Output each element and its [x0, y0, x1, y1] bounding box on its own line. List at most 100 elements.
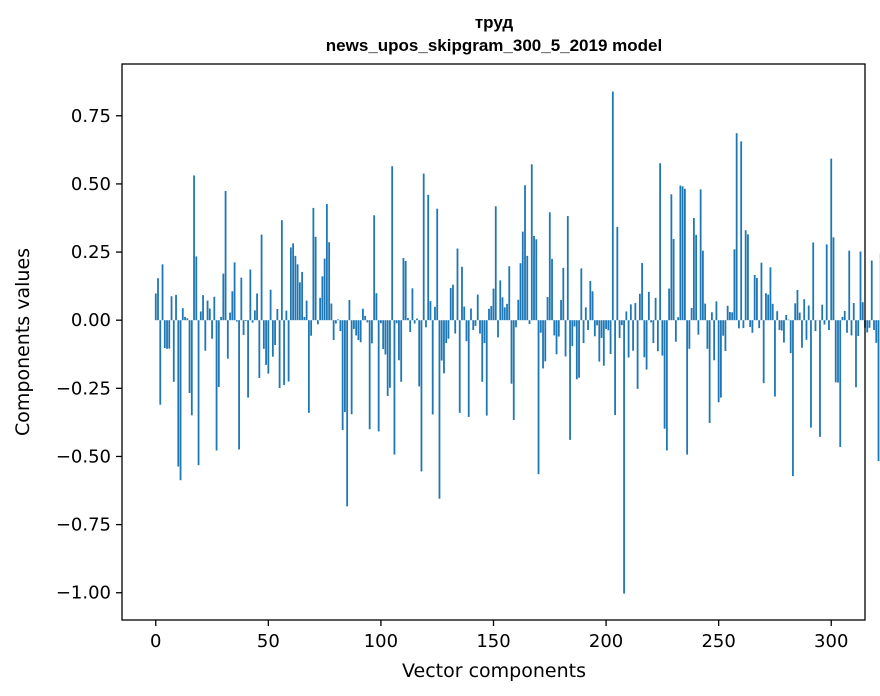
bar: [391, 166, 394, 321]
bar: [688, 320, 691, 349]
bar: [665, 320, 668, 451]
bar: [494, 206, 497, 321]
bar: [805, 320, 808, 340]
bar: [753, 274, 756, 321]
bar: [722, 320, 725, 336]
bar: [506, 303, 508, 321]
bar: [458, 320, 461, 413]
bar: [242, 320, 245, 335]
bar: [650, 320, 653, 323]
bar: [711, 312, 713, 321]
bar: [767, 294, 770, 321]
bar: [249, 269, 252, 321]
bar: [769, 267, 772, 321]
bar: [533, 235, 535, 321]
bar: [305, 300, 308, 321]
bar: [679, 185, 682, 321]
bar: [638, 293, 641, 321]
bar: [222, 273, 225, 321]
bar: [803, 299, 806, 321]
bar: [751, 320, 754, 333]
bar: [175, 294, 177, 321]
bar: [776, 311, 779, 321]
plot-frame: [121, 63, 866, 621]
bar: [251, 320, 254, 323]
bar: [618, 320, 621, 338]
y-tick-label: −0.75: [56, 515, 111, 536]
bar: [659, 163, 662, 321]
bar: [785, 315, 788, 321]
bar: [344, 320, 346, 413]
bar: [564, 320, 567, 357]
bar: [551, 258, 553, 321]
bar: [332, 320, 335, 341]
bar: [861, 302, 864, 321]
bar: [411, 288, 414, 321]
bar: [418, 320, 421, 387]
bar: [438, 320, 441, 499]
bar: [848, 250, 851, 321]
bar: [569, 320, 571, 440]
bar: [544, 320, 547, 362]
x-tick-label: 200: [589, 631, 623, 652]
bar: [582, 320, 585, 344]
bar: [303, 316, 306, 321]
bar: [398, 320, 400, 361]
bar: [193, 175, 195, 321]
bar: [735, 133, 738, 321]
bar: [215, 320, 218, 451]
bar: [807, 305, 810, 321]
bar: [429, 301, 432, 321]
bar: [389, 320, 391, 388]
bar: [670, 194, 673, 321]
bar: [499, 280, 502, 321]
bar: [395, 320, 398, 324]
bar: [422, 173, 425, 321]
bar: [825, 244, 828, 321]
bar: [492, 288, 495, 321]
bar: [256, 293, 258, 321]
bar: [839, 320, 842, 447]
bar: [686, 320, 689, 455]
bar: [798, 312, 801, 321]
bar: [260, 234, 263, 321]
bar: [373, 215, 376, 321]
bar: [364, 315, 367, 321]
bar: [440, 320, 443, 361]
bar: [285, 310, 288, 321]
bar: [760, 262, 763, 321]
bar: [521, 231, 524, 321]
bar: [623, 320, 625, 594]
bar: [713, 320, 716, 361]
bar: [661, 320, 664, 356]
bar: [530, 164, 533, 321]
bar: [488, 308, 490, 321]
bar: [524, 185, 526, 321]
bar: [614, 320, 616, 416]
bar: [560, 300, 562, 321]
bar: [427, 194, 430, 321]
bar: [672, 238, 675, 321]
bar: [334, 320, 337, 324]
bar: [562, 267, 565, 321]
bar: [762, 320, 765, 384]
y-tick-label: 0.00: [71, 310, 111, 331]
bar: [465, 320, 468, 342]
bar: [325, 204, 328, 321]
bar: [553, 320, 556, 336]
bar: [593, 320, 596, 337]
bar: [247, 320, 249, 398]
bar: [704, 303, 707, 321]
bar: [663, 320, 666, 429]
bar: [783, 320, 785, 343]
bar: [870, 260, 873, 321]
bar: [240, 277, 243, 321]
bar: [846, 320, 848, 333]
bar: [810, 320, 812, 428]
bar: [328, 242, 331, 321]
bar: [445, 320, 448, 344]
bar: [605, 320, 607, 329]
bar: [832, 237, 835, 321]
bar: [537, 320, 540, 475]
bar: [323, 258, 326, 321]
